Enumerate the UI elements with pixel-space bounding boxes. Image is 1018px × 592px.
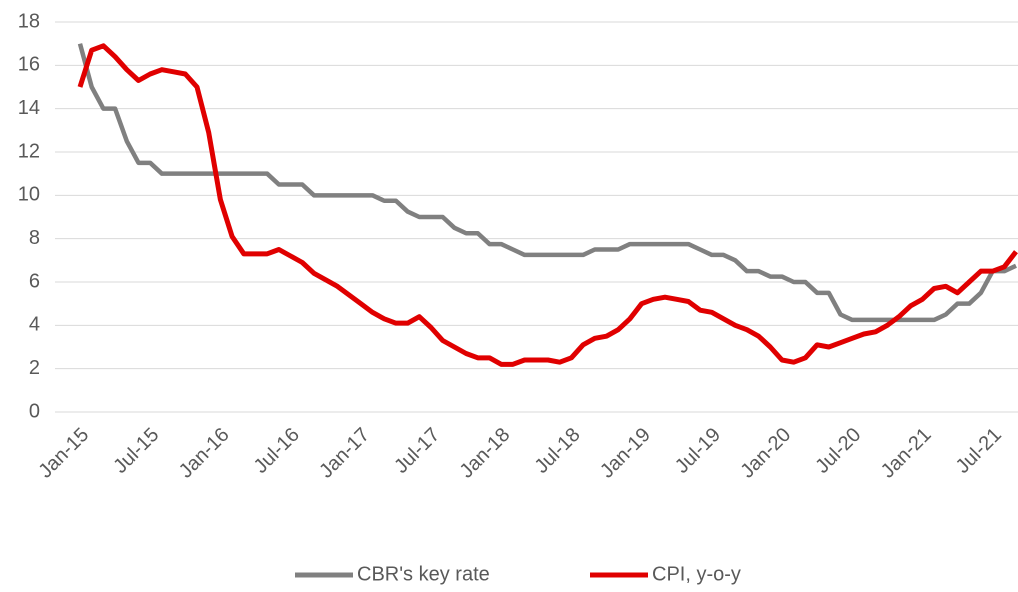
x-tick-label: Jul-16 bbox=[250, 424, 304, 478]
data-line bbox=[77, 43, 1017, 323]
x-tick-label: Jul-21 bbox=[952, 424, 1006, 478]
y-tick-label: 16 bbox=[18, 54, 40, 76]
y-tick-label: 10 bbox=[18, 184, 40, 206]
y-tick-label: 14 bbox=[18, 97, 40, 119]
y-tick-label: 8 bbox=[29, 227, 40, 249]
legend-label: CBR's key rate bbox=[357, 563, 490, 585]
x-tick-label: Jan-15 bbox=[34, 424, 93, 483]
x-tick-label: Jul-18 bbox=[531, 424, 585, 478]
x-tick-label: Jan-21 bbox=[877, 424, 936, 483]
y-tick-label: 6 bbox=[29, 270, 40, 292]
x-tick-label: Jan-20 bbox=[736, 424, 795, 483]
x-tick-label: Jul-20 bbox=[811, 424, 865, 478]
data-line bbox=[77, 43, 1018, 367]
x-tick-label: Jan-19 bbox=[596, 424, 655, 483]
x-tick-label: Jan-17 bbox=[315, 424, 374, 483]
x-tick-label: Jul-19 bbox=[671, 424, 725, 478]
x-tick-label: Jan-18 bbox=[456, 424, 515, 483]
y-tick-label: 12 bbox=[18, 140, 40, 162]
y-tick-label: 2 bbox=[29, 357, 40, 379]
x-tick-label: Jul-17 bbox=[390, 424, 444, 478]
y-tick-label: 18 bbox=[18, 10, 40, 32]
x-tick-label: Jan-16 bbox=[175, 424, 234, 483]
x-tick-label: Jul-15 bbox=[109, 424, 163, 478]
y-tick-label: 4 bbox=[29, 314, 40, 336]
y-tick-label: 0 bbox=[29, 400, 40, 422]
legend-label: CPI, y-o-y bbox=[652, 563, 741, 585]
